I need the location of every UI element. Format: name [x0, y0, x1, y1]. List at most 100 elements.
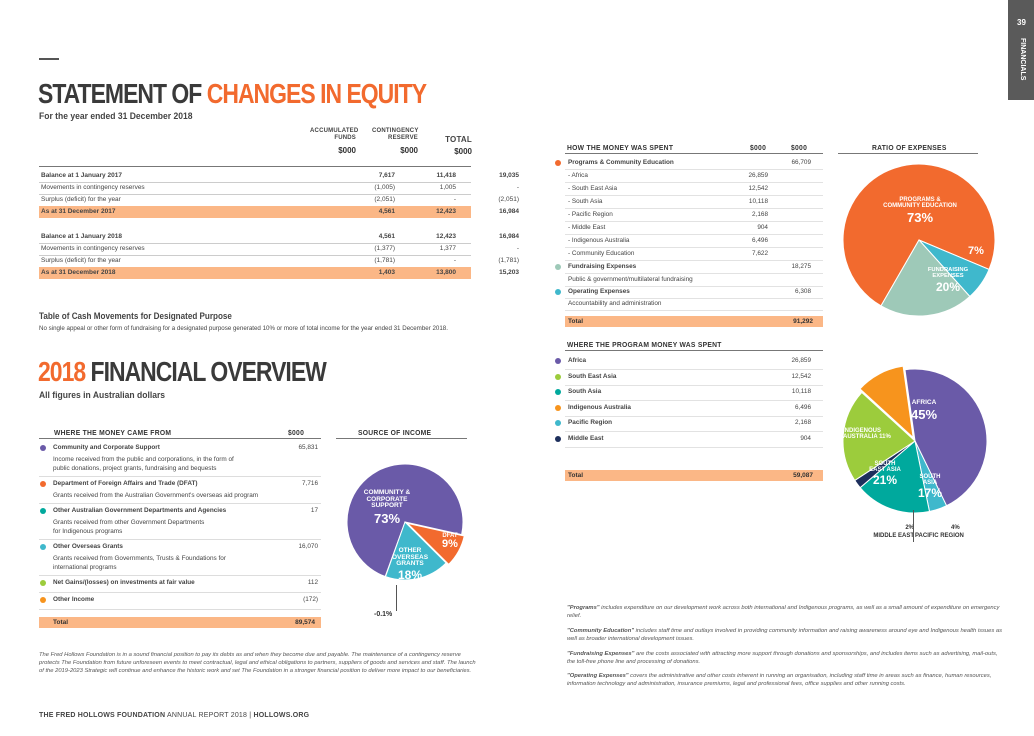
- overview-subtitle: All figures in Australian dollars: [39, 390, 166, 401]
- spent-row-label: - South Asia: [568, 198, 603, 205]
- income-pie-label-community: COMMUNITY & CORPORATE SUPPORT 73%: [363, 489, 411, 526]
- income-item-value: 65,831: [298, 444, 318, 451]
- equity-cell: 19,035: [499, 172, 519, 179]
- program-rule-row: [565, 431, 823, 432]
- income-dot: [40, 481, 46, 487]
- income-chart-rule: [336, 438, 467, 439]
- equity-cell: (1,781): [374, 257, 395, 264]
- equity-row-label: As at 31 December 2017: [41, 208, 116, 215]
- program-pie-label-pr: 4% PACIFIC REGION: [915, 525, 964, 539]
- income-rule-row: [39, 539, 321, 540]
- overview-title: 2018 FINANCIAL OVERVIEW: [38, 356, 327, 387]
- income-item-label: Other Australian Government Departments …: [53, 507, 227, 514]
- income-dot: [40, 580, 46, 586]
- spent-dot: [555, 160, 561, 166]
- pie-slice-overseas: [384, 521, 447, 581]
- equity-row-label: Balance at 1 January 2018: [41, 233, 122, 240]
- row-rule: [39, 255, 471, 256]
- income-item-value: 16,070: [298, 543, 318, 550]
- spent-chart-rule: [838, 153, 978, 154]
- income-item-label: Department of Foreign Affairs and Trade …: [53, 480, 198, 487]
- equity-row-label: Surplus (deficit) for the year: [41, 257, 121, 264]
- spent-rule-row: [565, 195, 823, 196]
- equity-row: As at 31 December 2018 1,403 13,800 15,203: [39, 267, 519, 279]
- income-rule-row: [39, 503, 321, 504]
- program-rule: [565, 350, 823, 351]
- definition-note: "Programs" includes expenditure on our d…: [567, 604, 1005, 620]
- program-rule-row: [565, 384, 823, 386]
- definition-text: includes expenditure on our development …: [567, 605, 1000, 619]
- equity-title: STATEMENT OF CHANGES IN EQUITY: [38, 78, 427, 109]
- program-pie-leader: [913, 510, 914, 542]
- definition-note: "Fundraising Expenses" are the costs ass…: [567, 650, 1005, 666]
- program-rule-row: [565, 415, 823, 417]
- equity-cell: 12,423: [436, 208, 456, 215]
- equity-cell: 11,418: [436, 172, 456, 179]
- spent-row-v2: 6,308: [795, 288, 811, 295]
- equity-cell: 1,403: [378, 269, 395, 276]
- definition-term: "Community Education": [567, 628, 635, 634]
- spent-rule-row: [565, 310, 823, 311]
- income-item-label: Other Overseas Grants: [53, 543, 123, 550]
- page-number: 39: [1017, 18, 1026, 27]
- footer: THE FRED HOLLOWS FOUNDATION ANNUAL REPOR…: [39, 712, 310, 719]
- ratio-pie-label-programs: PROGRAMS & COMMUNITY EDUCATION 73%: [883, 197, 957, 225]
- equity-row: As at 31 December 2017 4,561 12,423 16,984: [39, 206, 519, 218]
- equity-cell: -: [453, 196, 456, 203]
- spent-unit-1: $000: [750, 143, 767, 152]
- equity-cell: (1,005): [374, 184, 395, 191]
- spent-rule-row: [565, 234, 823, 235]
- spent-row-v1: 26,859: [748, 172, 768, 179]
- spent-row-label: - Middle East: [568, 224, 606, 231]
- equity-cell: 16,984: [499, 208, 519, 215]
- program-dot: [555, 358, 561, 364]
- program-dot: [555, 404, 561, 411]
- spent-rule: [565, 153, 823, 154]
- ratio-pie-label-fundraising: FUNDRAISING EXPENSES 20%: [927, 267, 969, 294]
- income-rule-row: [39, 592, 321, 593]
- spent-header: HOW THE MONEY WAS SPENT: [567, 143, 674, 152]
- spent-rule-row: [565, 298, 823, 299]
- spent-row-v1: 12,542: [748, 185, 768, 192]
- spent-rule-row: [565, 273, 823, 274]
- income-item-desc: Income received from the public and corp…: [53, 456, 234, 463]
- equity-row: Balance at 1 January 2017 7,617 11,418 19,0…: [39, 170, 519, 182]
- ratio-pie: [842, 163, 996, 317]
- spent-row-v2: 66,709: [791, 159, 811, 166]
- cash-title: Table of Cash Movements for Designated P…: [39, 311, 232, 321]
- income-chart-title: SOURCE OF INCOME: [358, 428, 432, 437]
- equity-cell: (2,051): [498, 196, 519, 203]
- equity-cell: 15,203: [499, 269, 519, 276]
- income-rule-row: [39, 575, 321, 576]
- equity-col-accumulated: ACCUMULATED FUNDS $000: [310, 128, 359, 155]
- income-rule-row: [39, 609, 321, 610]
- program-row-value: 10,118: [791, 388, 811, 395]
- spent-row-label: - South East Asia: [568, 185, 618, 192]
- program-rule-row: [565, 369, 823, 370]
- equity-row-label: As at 31 December 2018: [41, 269, 116, 276]
- spent-rule-row: [565, 260, 823, 261]
- program-dot: [555, 420, 561, 426]
- definition-note: "Community Education" includes staff tim…: [567, 627, 1005, 643]
- row-rule: [39, 182, 471, 183]
- equity-cell: 12,423: [436, 233, 456, 240]
- equity-row-label: Balance at 1 January 2017: [41, 172, 122, 179]
- definition-term: "Fundraising Expenses": [567, 651, 635, 657]
- spent-row-label: Programs & Community Education: [568, 159, 674, 166]
- equity-header-rule: [39, 166, 471, 167]
- income-item-desc: Grants received from other Government De…: [53, 519, 205, 526]
- income-item-desc: Grants received from Governments, Trusts…: [53, 555, 226, 562]
- spent-dot: [555, 264, 561, 270]
- income-total-row: Total 89,574: [39, 617, 321, 628]
- equity-row-label: Movements in contingency reserves: [41, 184, 145, 191]
- equity-row: Balance at 1 January 2018 4,561 12,423 16,9…: [39, 231, 519, 243]
- program-row-label: Middle East: [568, 434, 604, 442]
- spent-row-v1: 10,118: [748, 198, 768, 205]
- section-tab: 39 FINANCIALS: [1008, 0, 1034, 100]
- equity-row: Surplus (deficit) for the year (2,051) - (2…: [39, 194, 519, 206]
- definition-note: "Operating Expenses" covers the administ…: [567, 672, 1005, 688]
- spent-row-label: - Indigenous Australia: [568, 237, 630, 244]
- program-row-label: South Asia: [568, 388, 602, 395]
- program-row-value: 6,496: [795, 403, 811, 411]
- equity-cell: 4,561: [378, 208, 395, 215]
